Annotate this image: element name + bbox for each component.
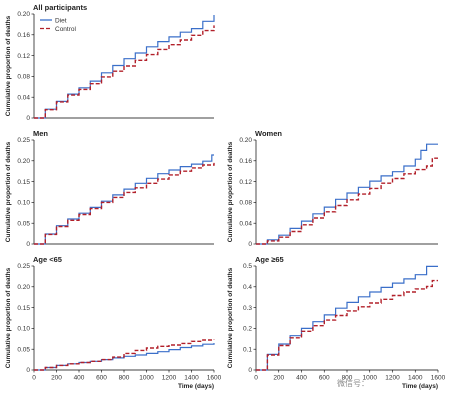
x-tick-label: 200 (273, 375, 284, 382)
y-tick-label: 0 (26, 241, 30, 248)
panel-title: All participants (33, 3, 87, 12)
x-tick-label: 1600 (207, 375, 222, 382)
x-tick-label: 800 (342, 375, 353, 382)
y-tick-label: 0.20 (17, 11, 30, 18)
y-tick-label: 0.15 (17, 179, 30, 186)
y-tick-label: 0.20 (239, 137, 252, 144)
series-line-diet (256, 143, 438, 245)
x-tick-label: 1000 (363, 375, 378, 382)
y-tick-label: 0.2 (243, 326, 252, 333)
y-tick-label: 0.4 (243, 284, 252, 291)
x-tick-label: 1000 (139, 375, 154, 382)
series-line-control (34, 25, 215, 119)
y-tick-label: 0.10 (17, 326, 30, 333)
y-tick-label: 0 (26, 115, 30, 122)
y-axis-label: Cumulative proportion of deaths (227, 267, 234, 368)
chart-panel-2: Women Cumulative proportion of deaths 0 0.0… (227, 129, 438, 248)
y-tick-label: 0.16 (239, 158, 252, 165)
legend-label-diet: Diet (55, 17, 67, 24)
x-tick-label: 1200 (385, 375, 400, 382)
series-line-control (256, 279, 438, 371)
x-tick-label: 400 (296, 375, 307, 382)
x-tick-label: 0 (254, 375, 258, 382)
x-tick-label: 1200 (162, 375, 177, 382)
y-axis-label: Cumulative proportion of deaths (5, 15, 12, 116)
y-tick-label: 0.04 (17, 94, 30, 101)
y-tick-label: 0.04 (239, 220, 252, 227)
y-axis-label: Cumulative proportion of deaths (5, 267, 12, 368)
x-tick-label: 0 (32, 375, 36, 382)
series-line-diet (34, 154, 214, 245)
y-tick-label: 0.12 (17, 53, 30, 60)
x-tick-label: 1400 (408, 375, 423, 382)
y-tick-label: 0 (248, 241, 252, 248)
panel-title: Women (255, 129, 282, 138)
watermark-text: 微信号： (337, 378, 369, 388)
y-tick-label: 0.08 (239, 200, 252, 207)
x-axis-label: Time (days) (178, 383, 214, 390)
y-tick-label: 0 (26, 367, 30, 374)
y-axis-label: Cumulative proportion of deaths (5, 141, 12, 242)
y-tick-label: 0.10 (17, 200, 30, 207)
y-tick-label: 0.25 (17, 137, 30, 144)
y-tick-label: 0.12 (239, 179, 252, 186)
y-tick-label: 0.15 (17, 305, 30, 312)
chart-panel-0: All participants Cumulative proportion of… (5, 3, 215, 122)
x-tick-label: 1600 (431, 375, 446, 382)
y-tick-label: 0 (248, 367, 252, 374)
x-tick-label: 200 (51, 375, 62, 382)
series-line-control (256, 157, 438, 245)
series-line-control (34, 339, 215, 371)
chart-panel-1: Men Cumulative proportion of deaths 0 0.05 0… (5, 129, 215, 248)
x-tick-label: 800 (119, 375, 130, 382)
y-axis-label: Cumulative proportion of deaths (227, 141, 234, 242)
y-tick-label: 0.08 (17, 74, 30, 81)
series-line-diet (256, 265, 438, 371)
y-tick-label: 0.05 (17, 220, 30, 227)
x-axis-label: Time (days) (402, 383, 438, 390)
panel-title: Age ≥65 (255, 255, 284, 264)
x-tick-label: 400 (74, 375, 85, 382)
panel-title: Age <65 (33, 255, 62, 264)
y-tick-label: 0.16 (17, 32, 30, 39)
y-tick-label: 0.20 (17, 158, 30, 165)
x-tick-label: 600 (96, 375, 107, 382)
y-tick-label: 0.25 (17, 263, 30, 270)
x-tick-label: 600 (319, 375, 330, 382)
panel-title: Men (33, 129, 48, 138)
series-line-diet (34, 15, 215, 119)
series-line-control (34, 162, 215, 245)
legend-label-control: Control (55, 26, 77, 33)
y-tick-label: 0.3 (243, 305, 252, 312)
y-tick-label: 0.05 (17, 346, 30, 353)
y-tick-label: 0.20 (17, 284, 30, 291)
x-tick-label: 1400 (184, 375, 199, 382)
y-tick-label: 0.5 (243, 263, 252, 270)
y-tick-label: 0.1 (243, 346, 252, 353)
